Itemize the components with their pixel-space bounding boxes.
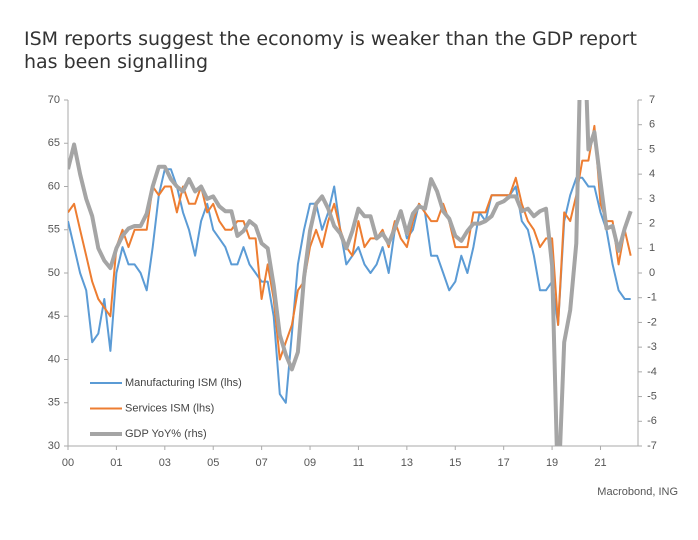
x-tick-label: 17 xyxy=(498,457,510,469)
y-tick-label: 35 xyxy=(48,397,60,409)
x-tick-label: 19 xyxy=(546,457,558,469)
y-tick-label: 65 xyxy=(48,137,60,149)
x-tick-label: 11 xyxy=(353,457,364,469)
x-tick-label: 07 xyxy=(256,457,268,469)
source: Macrobond, ING xyxy=(597,486,678,498)
series-line xyxy=(68,168,631,404)
y2-tick-label: -6 xyxy=(647,415,657,427)
y2-tick-label: 0 xyxy=(649,267,655,279)
y2-tick-label: 5 xyxy=(649,143,655,155)
y2-tick-label: 7 xyxy=(649,94,655,106)
y2-tick-label: 6 xyxy=(649,119,655,131)
y-tick-label: 55 xyxy=(48,224,60,236)
x-tick-label: 21 xyxy=(594,457,606,469)
x-tick-label: 00 xyxy=(62,457,74,469)
legend-label: Manufacturing ISM (lhs) xyxy=(125,377,242,389)
x-tick-label: 13 xyxy=(401,457,413,469)
series-line xyxy=(68,124,632,361)
y-tick-label: 45 xyxy=(48,310,60,322)
plot-area xyxy=(68,100,633,446)
x-tick-label: 03 xyxy=(159,457,171,469)
y2-tick-label: -3 xyxy=(647,341,657,353)
chart-title: ISM reports suggest the economy is weake… xyxy=(24,28,637,73)
x-tick-label: 05 xyxy=(207,457,219,469)
y2-tick-label: -7 xyxy=(647,440,657,452)
y2-tick-label: -1 xyxy=(647,292,657,304)
x-tick-label: 09 xyxy=(304,457,316,469)
y2-tick-label: 1 xyxy=(649,242,655,254)
series-line xyxy=(68,100,633,446)
y2-tick-label: 2 xyxy=(649,217,655,229)
legend: Manufacturing ISM (lhs) Services ISM (lhs… xyxy=(90,377,242,440)
y-tick-label: 40 xyxy=(48,353,60,365)
y2-tick-label: -4 xyxy=(647,366,657,378)
legend-label: Services ISM (lhs) xyxy=(125,402,214,414)
y2-tick-label: -5 xyxy=(647,390,657,402)
x-tick-label: 01 xyxy=(110,457,122,469)
y2-tick-label: 3 xyxy=(649,193,655,205)
y-tick-label: 70 xyxy=(48,94,60,106)
y-tick-label: 60 xyxy=(48,180,60,192)
y2-tick-label: 4 xyxy=(649,168,655,180)
legend-label: GDP YoY% (rhs) xyxy=(125,428,207,440)
y-tick-label: 30 xyxy=(48,440,60,452)
y2-tick-label: -2 xyxy=(647,316,657,328)
x-tick-label: 15 xyxy=(449,457,461,469)
y-tick-label: 50 xyxy=(48,267,60,279)
